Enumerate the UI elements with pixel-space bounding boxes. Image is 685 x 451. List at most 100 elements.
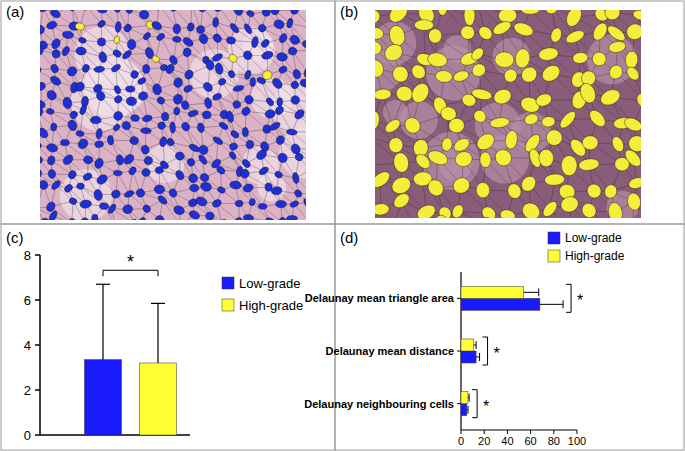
image-cell bbox=[477, 215, 496, 218]
image-cell bbox=[276, 152, 289, 165]
image-cell bbox=[173, 107, 180, 116]
image-cell bbox=[129, 218, 140, 220]
tick-label: 40 bbox=[501, 435, 513, 447]
image-cell bbox=[75, 47, 86, 56]
image-cell bbox=[414, 20, 434, 31]
image-texture bbox=[190, 49, 239, 98]
image-cell bbox=[112, 110, 124, 122]
legend-swatch bbox=[222, 299, 234, 311]
image-cell bbox=[293, 188, 303, 198]
image-cell bbox=[425, 177, 447, 199]
image-cell bbox=[66, 65, 79, 78]
image-cell bbox=[453, 150, 474, 169]
image-cell bbox=[246, 10, 255, 18]
image-cell bbox=[273, 18, 286, 30]
image-cell bbox=[564, 28, 586, 46]
image-cell bbox=[504, 130, 519, 150]
image-cell bbox=[76, 182, 85, 190]
image-cell bbox=[243, 23, 254, 35]
image-cell bbox=[261, 50, 274, 61]
image-cell bbox=[441, 137, 453, 152]
tick bbox=[577, 430, 578, 434]
image-cell bbox=[98, 51, 108, 63]
image-cell bbox=[124, 10, 134, 15]
image-cell bbox=[168, 188, 178, 198]
image-cell bbox=[40, 168, 44, 181]
panel-frame bbox=[1, 1, 335, 224]
image-cell bbox=[549, 26, 563, 43]
image-cell bbox=[607, 63, 625, 82]
image-cell bbox=[605, 23, 628, 44]
image-cell bbox=[182, 47, 192, 57]
image-cell bbox=[240, 106, 251, 117]
legend-label: Low-grade bbox=[565, 231, 622, 245]
image-cell bbox=[175, 151, 185, 161]
image-cell bbox=[188, 209, 201, 220]
image-cell bbox=[572, 52, 589, 65]
image-cell bbox=[181, 121, 191, 132]
image-cell bbox=[577, 81, 598, 105]
tick-label: 8 bbox=[24, 248, 31, 263]
image-cell bbox=[212, 135, 224, 146]
micrograph bbox=[375, 10, 641, 218]
image-cell bbox=[491, 19, 513, 37]
error-bar bbox=[540, 300, 563, 308]
image-cell bbox=[244, 69, 252, 80]
image-cell bbox=[394, 84, 414, 103]
image-cell bbox=[479, 204, 498, 218]
image-cell bbox=[112, 123, 121, 132]
image-cell bbox=[227, 70, 236, 79]
image-cell bbox=[107, 203, 118, 215]
image-cell bbox=[375, 158, 376, 174]
image-cell bbox=[189, 174, 198, 183]
image-cell bbox=[62, 31, 74, 39]
image-cell bbox=[197, 10, 209, 14]
image-cell bbox=[303, 67, 306, 79]
image-cell bbox=[47, 169, 56, 179]
error-cap bbox=[96, 284, 110, 285]
bars bbox=[461, 286, 563, 415]
image-background bbox=[40, 10, 306, 220]
image-cell bbox=[289, 200, 299, 209]
image-cell bbox=[392, 151, 410, 173]
image-edge bbox=[222, 82, 237, 105]
image-cell bbox=[543, 127, 565, 149]
image-cell bbox=[228, 150, 237, 160]
image-cell bbox=[94, 66, 105, 73]
image-cell bbox=[212, 32, 223, 44]
image-edge bbox=[217, 203, 239, 220]
image-cell bbox=[48, 210, 59, 220]
tick-label: 4 bbox=[24, 338, 31, 353]
image-cell bbox=[375, 169, 393, 191]
image-cell bbox=[227, 53, 238, 64]
image-cell bbox=[471, 108, 488, 125]
bar bbox=[461, 404, 467, 416]
image-cell bbox=[375, 203, 390, 216]
image-cell bbox=[415, 202, 438, 218]
image-cell bbox=[76, 137, 90, 151]
image-cell bbox=[40, 126, 50, 140]
image-edge bbox=[118, 173, 129, 194]
image-cell bbox=[214, 62, 224, 75]
image-cell bbox=[212, 17, 218, 27]
image-cell bbox=[538, 46, 560, 61]
image-cell bbox=[452, 69, 470, 83]
significance-star: * bbox=[483, 398, 489, 415]
image-cell bbox=[137, 90, 149, 101]
image-cell bbox=[276, 52, 288, 62]
image-cell bbox=[76, 130, 85, 137]
image-cell bbox=[243, 94, 255, 106]
tick bbox=[35, 344, 40, 346]
image-cell bbox=[135, 187, 146, 198]
image-cell bbox=[122, 152, 136, 166]
image-cell bbox=[130, 69, 140, 79]
image-cell bbox=[506, 182, 524, 201]
image-cell bbox=[274, 170, 283, 179]
image-cell bbox=[40, 105, 45, 119]
image-cell bbox=[213, 10, 226, 13]
legend-swatch bbox=[222, 277, 234, 289]
error-cap bbox=[479, 353, 480, 361]
image-cell bbox=[68, 197, 77, 206]
image-cell bbox=[49, 74, 63, 87]
image-cell bbox=[80, 10, 92, 11]
